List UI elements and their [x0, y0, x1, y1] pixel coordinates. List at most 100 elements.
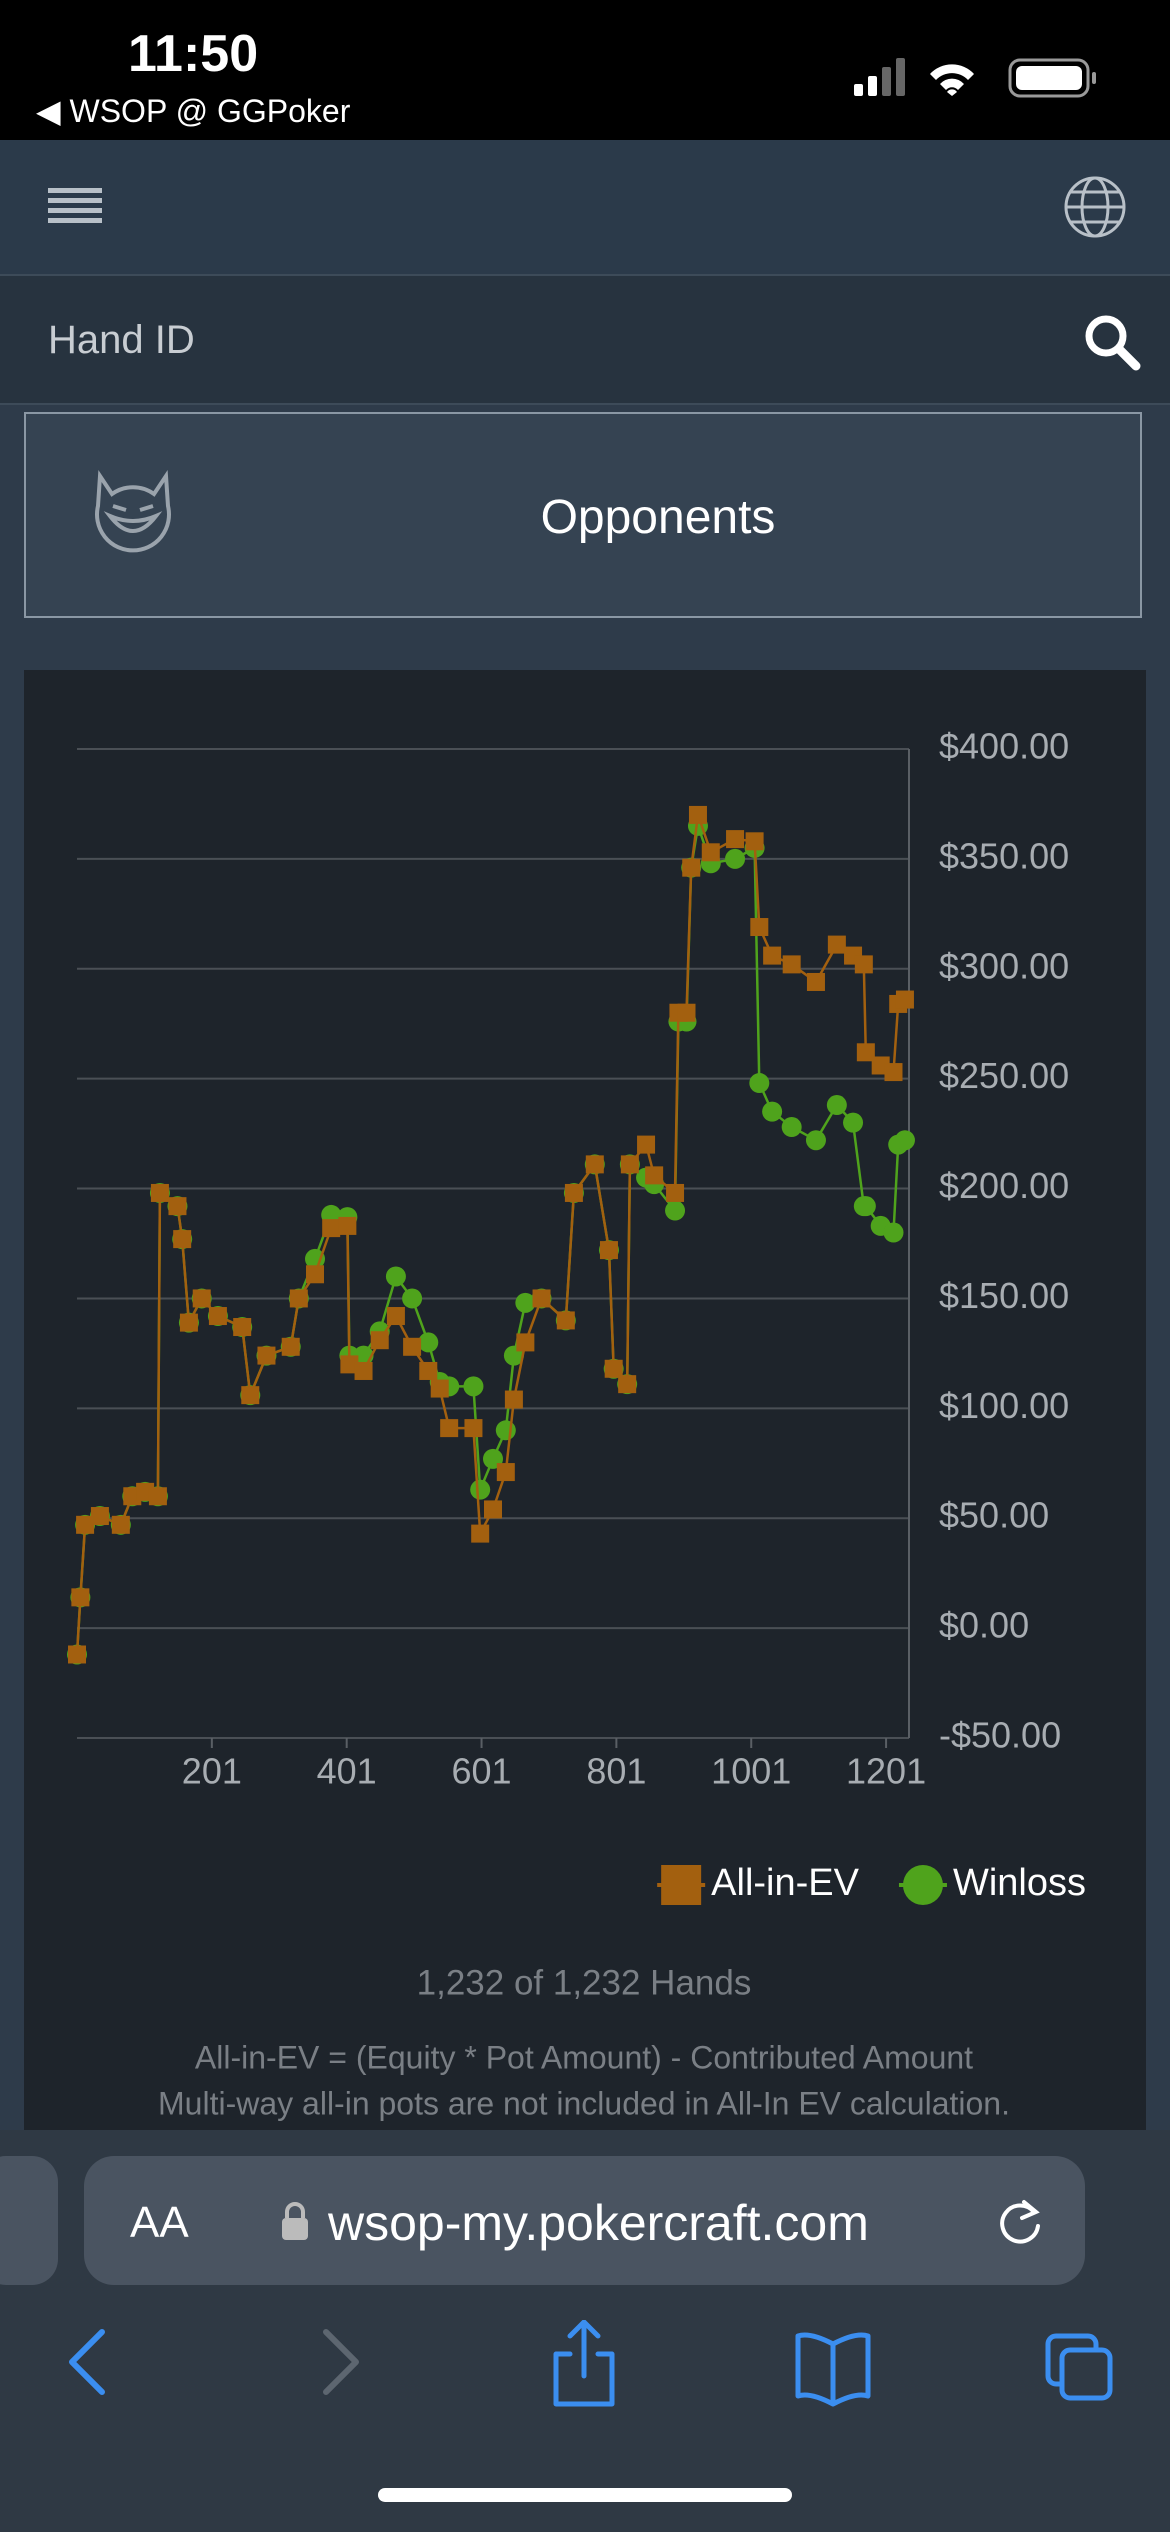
marker — [504, 1390, 523, 1409]
marker — [688, 805, 707, 824]
marker — [884, 1063, 903, 1082]
marker — [895, 990, 914, 1009]
marker — [179, 1313, 198, 1332]
marker — [440, 1419, 459, 1438]
x-tick-label: 601 — [451, 1751, 511, 1792]
marker — [620, 1155, 639, 1174]
search-placeholder: Hand ID — [48, 318, 195, 362]
y-tick-label: $0.00 — [939, 1605, 1029, 1646]
marker — [725, 848, 746, 869]
marker — [805, 1130, 826, 1151]
y-tick-label: $300.00 — [939, 945, 1069, 986]
address-bar[interactable]: AA wsop-my.pokercraft.com — [84, 2156, 1085, 2285]
x-tick-label: 801 — [586, 1751, 646, 1792]
marker — [463, 1376, 484, 1397]
footnote: Multi-way all-in pots are not included i… — [158, 2085, 1010, 2121]
marker — [257, 1346, 276, 1365]
search-icon[interactable] — [1082, 312, 1142, 372]
status-icons — [854, 58, 1096, 98]
legend-marker — [661, 1865, 702, 1905]
lock-icon — [282, 2202, 308, 2240]
y-tick-label: $100.00 — [939, 1385, 1069, 1426]
marker — [173, 1230, 192, 1249]
y-tick-label: -$50.00 — [939, 1715, 1061, 1756]
x-tick-label: 1201 — [846, 1751, 926, 1792]
series — [67, 815, 915, 1665]
status-bar: 11:50 ◀ WSOP @ GGPoker — [0, 0, 1170, 140]
tabs-button[interactable] — [1045, 2333, 1113, 2401]
marker — [645, 1166, 664, 1185]
search-bar[interactable]: Hand ID — [0, 276, 1170, 405]
browser-chrome: AA wsop-my.pokercraft.com — [0, 2130, 1170, 2532]
marker — [402, 1288, 423, 1309]
y-tick-label: $400.00 — [939, 726, 1069, 767]
series — [68, 805, 914, 1664]
marker — [385, 1266, 406, 1287]
y-tick-label: $50.00 — [939, 1495, 1049, 1536]
marker — [564, 1183, 583, 1202]
bookmarks-button[interactable] — [795, 2332, 871, 2407]
marker — [148, 1487, 167, 1506]
marker — [386, 1307, 405, 1326]
card-title: Opponents — [540, 491, 776, 544]
marker — [305, 1248, 326, 1269]
clock: 11:50 — [128, 25, 259, 83]
marker — [306, 1265, 325, 1284]
menu-button[interactable] — [46, 184, 106, 230]
marker — [496, 1463, 515, 1482]
forward-button[interactable] — [323, 2329, 359, 2395]
text-size-button[interactable]: AA — [130, 2198, 189, 2247]
marker — [806, 972, 825, 991]
marker — [516, 1333, 535, 1352]
marker — [241, 1386, 260, 1405]
marker — [556, 1311, 575, 1330]
reload-button[interactable] — [994, 2196, 1046, 2248]
marker — [470, 1479, 491, 1500]
chart: -$50.00 $0.00 $50.00 $100.00 $150.00 $200.00 $… — [67, 726, 1086, 2121]
opponents-card[interactable]: Opponents — [24, 412, 1142, 618]
marker — [192, 1289, 211, 1308]
marker — [338, 1216, 357, 1235]
marker — [71, 1588, 90, 1607]
y-tick-label: $200.00 — [939, 1165, 1069, 1206]
marker — [665, 1200, 686, 1221]
y-tick-label: $250.00 — [939, 1055, 1069, 1096]
y-tick-label: $350.00 — [939, 835, 1069, 876]
marker — [843, 1112, 864, 1133]
legend-marker — [902, 1865, 943, 1905]
marker — [604, 1359, 623, 1378]
nav-bar — [0, 140, 1170, 276]
previous-tab[interactable] — [0, 2156, 58, 2285]
marker — [150, 1183, 169, 1202]
marker — [599, 1241, 618, 1260]
toolbar — [69, 2320, 1113, 2407]
marker — [637, 1135, 656, 1154]
language-button[interactable] — [1062, 174, 1128, 240]
marker — [90, 1507, 109, 1526]
marker — [585, 1155, 604, 1174]
marker — [208, 1307, 227, 1326]
marker — [233, 1318, 252, 1337]
url: wsop-my.pokercraft.com — [328, 2195, 869, 2251]
marker — [701, 843, 720, 862]
marker — [782, 955, 801, 974]
marker — [749, 1073, 770, 1094]
footnote: All-in-EV = (Equity * Pot Amount) - Cont… — [195, 2039, 973, 2075]
marker — [894, 1130, 915, 1151]
back-button[interactable] — [69, 2329, 105, 2395]
marker — [763, 946, 782, 965]
opponents-icon — [95, 469, 171, 553]
back-to-app[interactable]: ◀ WSOP @ GGPoker — [36, 93, 351, 129]
hands-count: 1,232 of 1,232 Hands — [417, 1963, 752, 2002]
marker — [677, 1003, 696, 1022]
marker — [532, 1289, 551, 1308]
y-tick-label: $150.00 — [939, 1275, 1069, 1316]
share-button[interactable] — [553, 2320, 615, 2407]
marker — [855, 1196, 876, 1217]
marker — [495, 1420, 516, 1441]
x-tick-label: 1001 — [711, 1751, 791, 1792]
x-tick-label: 201 — [182, 1751, 242, 1792]
marker — [471, 1524, 490, 1543]
marker — [745, 832, 764, 851]
